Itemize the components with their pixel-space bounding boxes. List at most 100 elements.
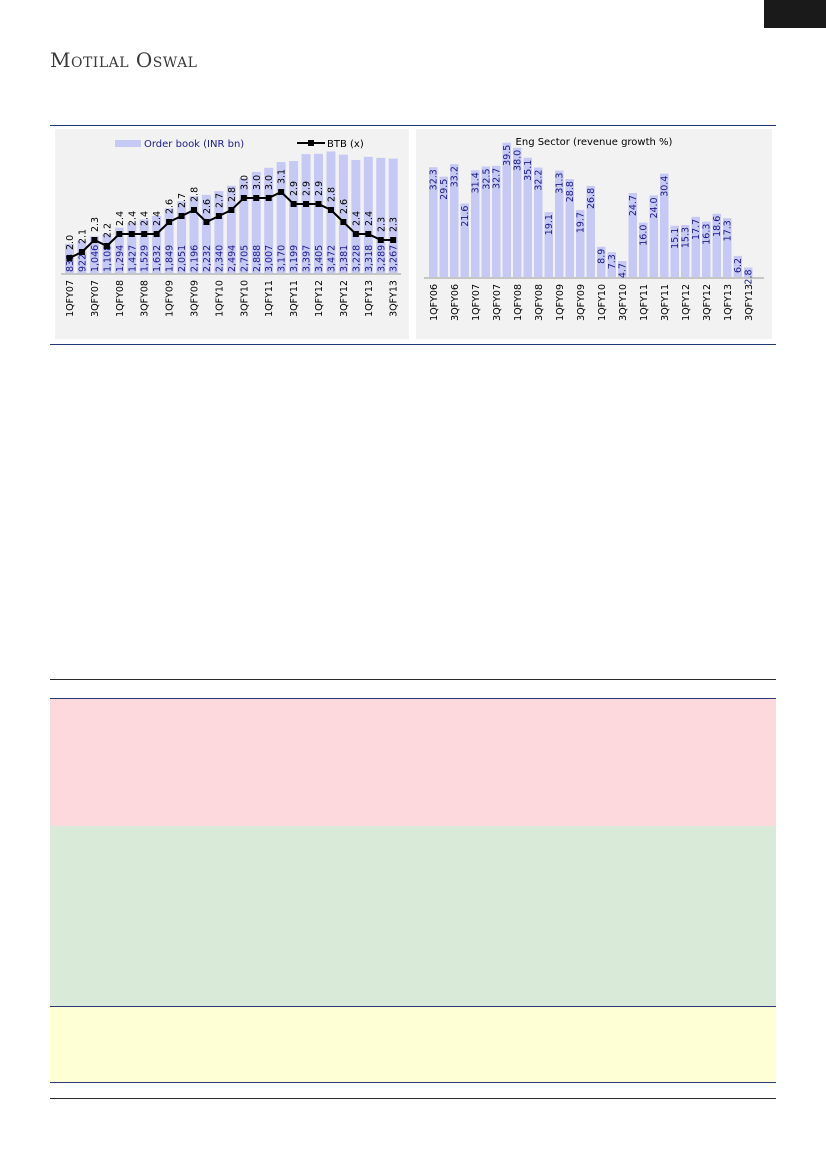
order-book-value-label: 2,196 [190, 245, 201, 272]
x-tick-label: 1QFY11 [639, 284, 650, 321]
revenue-growth-bar [439, 176, 448, 277]
order-book-value-label: 3,289 [376, 245, 387, 272]
x-tick-label: 1QFY06 [429, 284, 440, 321]
btb-point [66, 255, 73, 261]
revenue-growth-chart-svg: Eng Sector (revenue growth %) 32.3 29.533.… [424, 137, 764, 321]
revenue-growth-value-label: 38.0 [513, 150, 524, 171]
btb-value-label: 2.4 [140, 211, 151, 226]
revenue-growth-bar [544, 212, 553, 277]
btb-value-label: 2.0 [65, 235, 76, 250]
revenue-growth-bar [660, 173, 669, 277]
order-book-value-label: 2,494 [227, 245, 238, 272]
order-book-value-label: 922 [77, 254, 88, 272]
revenue-growth-value-label: 29.5 [439, 179, 450, 200]
revenue-growth-value-label: 32.5 [481, 169, 492, 190]
order-book-chart: Order book (INR bn) BTB (x) 833 922 1,046 1,1… [55, 129, 409, 339]
chart-frame [50, 125, 776, 345]
btb-value-label: 2.3 [90, 217, 101, 232]
btb-value-label: 2.9 [314, 181, 325, 196]
x-tick-label: 1QFY12 [314, 280, 325, 317]
revenue-growth-bar [723, 218, 732, 277]
yellow-band [50, 1007, 776, 1083]
btb-point [253, 195, 260, 201]
x-tick-label: 3QFY11 [289, 280, 300, 317]
revenue-growth-bar [429, 167, 438, 277]
x-tick-label: 3QFY12 [702, 284, 713, 321]
btb-point [290, 201, 297, 207]
order-book-value-label: 833 [65, 254, 76, 272]
x-tick-label: 1QFY10 [214, 280, 225, 317]
btb-value-label: 2.9 [289, 181, 300, 196]
revenue-growth-bar [565, 179, 574, 277]
btb-value-label: 2.2 [102, 223, 113, 238]
x-tick-label: 3QFY07 [492, 284, 503, 321]
btb-point [78, 249, 85, 255]
btb-point [365, 231, 372, 237]
section-rule [50, 679, 776, 680]
order-book-bar [114, 227, 124, 273]
btb-value-label: 2.6 [339, 199, 350, 214]
x-tick-label: 3QFY10 [618, 284, 629, 321]
x-tick-label: 1QFY07 [471, 284, 482, 321]
btb-point [228, 207, 235, 213]
btb-value-label: 2.8 [227, 187, 238, 202]
x-tick-label: 3QFY08 [140, 280, 151, 317]
btb-point [265, 195, 272, 201]
btb-point [352, 231, 359, 237]
revenue-growth-bar [471, 170, 480, 277]
x-tick-label: 1QFY07 [65, 280, 76, 317]
btb-point [303, 201, 310, 207]
x-tick-label: 3QFY09 [576, 284, 587, 321]
btb-point [278, 189, 285, 195]
order-book-bar [338, 154, 348, 273]
revenue-growth-value-label: 26.8 [586, 188, 597, 209]
order-book-bar [239, 178, 249, 273]
revenue-growth-bar [618, 261, 627, 277]
x-tick-label: 1QFY08 [115, 280, 126, 317]
order-book-value-label: 1,427 [127, 245, 138, 272]
revenue-growth-value-label: 8.9 [597, 249, 608, 264]
legend-marker-btb [308, 140, 314, 146]
btb-value-label: 2.4 [364, 211, 375, 226]
order-book-bar [376, 157, 386, 273]
revenue-growth-value-label: 19.1 [544, 214, 555, 235]
x-tick-label: 3QFY06 [450, 284, 461, 321]
btb-point [240, 195, 247, 201]
revenue-growth-bar [712, 213, 721, 277]
order-book-bar [314, 153, 323, 273]
order-book-value-label: 1,294 [115, 245, 126, 272]
order-book-bar [201, 194, 211, 273]
order-book-value-label: 3,007 [264, 245, 275, 272]
btb-value-label: 2.1 [77, 229, 88, 244]
btb-point [103, 243, 110, 249]
order-book-value-label: 3,397 [302, 245, 313, 272]
btb-value-label: 3.1 [277, 169, 288, 184]
x-tick-label: 3QFY10 [239, 280, 250, 317]
btb-value-label: 2.4 [152, 211, 163, 226]
order-book-value-label: 3,381 [339, 245, 350, 272]
revenue-growth-bar [670, 225, 679, 277]
x-tick-label: 3QFY13 [744, 284, 755, 321]
revenue-growth-value-label: 7.3 [607, 254, 618, 269]
x-tick-label: 3QFY07 [90, 280, 101, 317]
revenue-growth-bar [628, 193, 637, 277]
revenue-growth-value-label: 15.1 [670, 228, 681, 249]
x-tick-label: 1QFY10 [597, 284, 608, 321]
revenue-growth-value-label: 28.8 [565, 181, 576, 202]
order-book-bar [164, 208, 174, 273]
revenue-growth-value-label: 16.3 [702, 224, 713, 245]
revenue-growth-value-label: 16.0 [639, 225, 650, 246]
btb-value-label: 3.0 [264, 175, 275, 190]
btb-value-label: 2.4 [127, 211, 138, 226]
revenue-growth-value-label: 2.8 [744, 269, 755, 284]
revenue-growth-value-label: 18.6 [712, 216, 723, 237]
x-tick-label: 1QFY09 [165, 280, 176, 317]
btb-value-label: 2.3 [389, 217, 400, 232]
order-book-bar [251, 171, 261, 273]
green-band [50, 826, 776, 1007]
order-book-bar [77, 240, 87, 273]
revenue-growth-bar [502, 142, 511, 277]
order-book-chart-svg: Order book (INR bn) BTB (x) 833 922 1,046 1,1… [61, 139, 401, 317]
revenue-growth-bar [607, 252, 616, 277]
btb-point [178, 213, 185, 219]
